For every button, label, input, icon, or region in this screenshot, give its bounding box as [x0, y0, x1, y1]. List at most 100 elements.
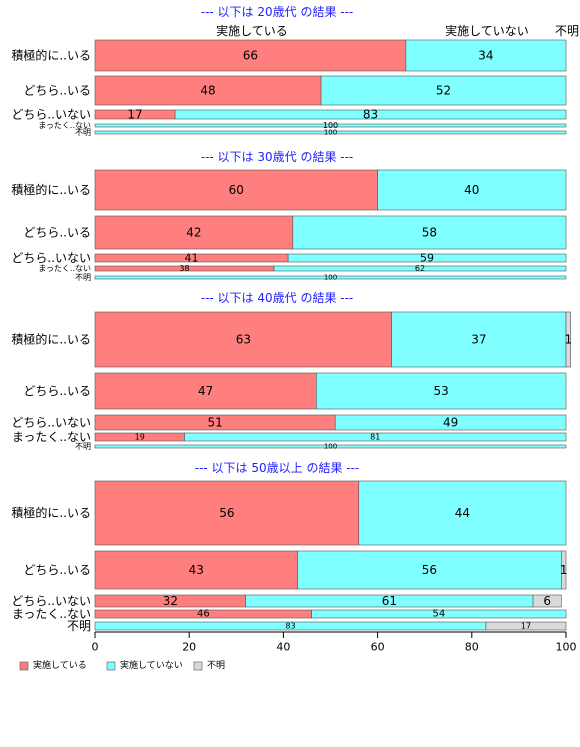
category-label: 不明 [75, 273, 91, 282]
data-label: 51 [207, 416, 222, 430]
data-label: 52 [436, 84, 451, 98]
data-label: 53 [434, 384, 449, 398]
category-label: 積極的に..いる [11, 48, 91, 63]
bar-segment-implemented [94, 215, 294, 250]
bar-segment-implemented [94, 39, 407, 72]
category-label: まったく..ない [38, 121, 91, 130]
category-label: 積極的に..いる [11, 182, 91, 197]
bar-segment-not-implemented [391, 311, 567, 368]
bar-segment-not-implemented [174, 109, 567, 120]
data-label: 63 [236, 333, 251, 347]
data-label: 100 [324, 129, 337, 137]
data-label: 40 [464, 183, 479, 197]
bar-segment-unknown [532, 594, 562, 608]
x-tick-label: 40 [276, 641, 290, 654]
legend-swatch [106, 661, 116, 671]
category-label: 積極的に..いる [11, 332, 91, 347]
bar-segment-not-implemented [184, 432, 567, 442]
data-label: 32 [163, 594, 178, 608]
data-label: 43 [189, 563, 204, 577]
data-label: 17 [521, 622, 531, 631]
category-label: まったく..ない [12, 607, 91, 621]
category-label: まったく..ない [12, 430, 91, 444]
data-label: 58 [422, 226, 437, 240]
category-label: どちら..いる [23, 384, 91, 398]
bar-segment-not-implemented [377, 169, 567, 211]
data-label: 83 [285, 622, 295, 631]
bar-segment-implemented [94, 169, 378, 211]
data-label: 60 [229, 183, 244, 197]
category-label: どちら..いない [11, 594, 91, 608]
data-label: 41 [185, 252, 199, 265]
category-label: どちら..いる [23, 84, 91, 98]
bar-segment-not-implemented [287, 253, 567, 263]
data-label: 6 [543, 594, 551, 608]
data-label: 54 [432, 609, 445, 620]
bar-segment-implemented [94, 480, 360, 546]
category-label: 不明 [67, 619, 91, 633]
data-label: 42 [186, 226, 201, 240]
data-label: 17 [127, 108, 142, 122]
data-label: 100 [324, 274, 337, 282]
bar-segment-unknown [565, 311, 572, 368]
data-label: 19 [135, 433, 145, 442]
bar-segment-not-implemented [94, 123, 567, 128]
bar-segment-not-implemented [311, 609, 567, 619]
legend-label: 不明 [207, 660, 225, 671]
category-label: どちら..いる [23, 226, 91, 240]
x-tick-label: 60 [371, 641, 385, 654]
bar-segment-not-implemented [316, 372, 567, 410]
data-label: 56 [422, 563, 437, 577]
bar-segment-not-implemented [94, 130, 567, 135]
data-label: 56 [219, 506, 234, 520]
category-label: どちら..いない [11, 108, 91, 122]
category-label: 積極的に..いる [11, 505, 91, 520]
data-label: 100 [323, 121, 338, 130]
bar-segment-not-implemented [334, 414, 567, 431]
top-label-implemented: 実施している [216, 23, 288, 38]
data-label: 38 [179, 264, 189, 273]
data-label: 59 [420, 252, 434, 265]
bar-segment-not-implemented [405, 39, 567, 72]
legend-swatch [193, 661, 203, 671]
bar-segment-unknown [485, 621, 567, 631]
data-label: 1 [560, 563, 568, 577]
panel-title: --- 以下は 40歳代 の結果 --- [201, 291, 354, 305]
data-label: 37 [471, 333, 486, 347]
top-label-unknown: 不明 [555, 24, 579, 38]
panel-title: --- 以下は 20歳代 の結果 --- [201, 5, 354, 19]
data-label: 61 [382, 594, 397, 608]
data-label: 49 [443, 416, 458, 430]
category-label: どちら..いる [23, 563, 91, 577]
bar-segment-not-implemented [94, 275, 567, 280]
bar-segment-implemented [94, 550, 298, 590]
category-label: どちら..いない [11, 251, 91, 265]
bar-segment-implemented [94, 311, 393, 368]
x-tick-label: 100 [556, 641, 577, 654]
bar-segment-implemented [94, 372, 317, 410]
legend-label: 実施していない [120, 659, 183, 671]
bar-segment-not-implemented [358, 480, 567, 546]
data-label: 34 [478, 49, 493, 63]
panel-title: --- 以下は 50歳以上 の結果 --- [195, 461, 360, 475]
legend-label: 実施している [33, 659, 87, 671]
x-tick-label: 80 [465, 641, 479, 654]
data-label: 81 [370, 433, 380, 442]
data-label: 62 [415, 264, 425, 273]
data-label: 1 [565, 333, 573, 347]
bar-segment-not-implemented [320, 75, 567, 106]
data-label: 83 [363, 108, 378, 122]
panel-title: --- 以下は 30歳代 の結果 --- [201, 150, 354, 164]
data-label: 44 [455, 506, 470, 520]
bar-segment-not-implemented [292, 215, 567, 250]
x-tick-label: 0 [92, 641, 99, 654]
category-label: まったく..ない [38, 264, 91, 273]
bar-segment-not-implemented [94, 444, 567, 449]
category-label: 不明 [75, 128, 91, 137]
data-label: 48 [200, 84, 215, 98]
data-label: 47 [198, 384, 213, 398]
bar-segment-implemented [94, 75, 322, 106]
data-label: 100 [324, 443, 337, 451]
x-tick-label: 20 [182, 641, 196, 654]
